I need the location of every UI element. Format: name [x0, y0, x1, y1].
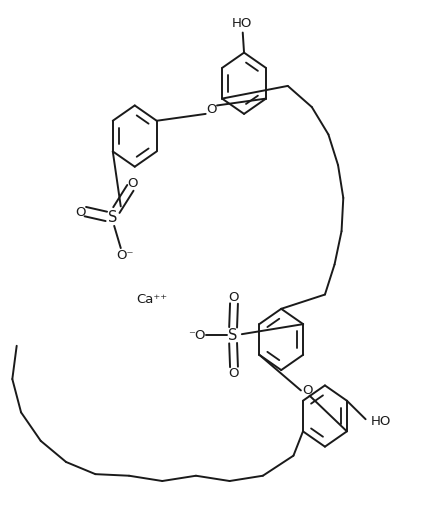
Text: O: O [75, 206, 85, 219]
Text: O: O [127, 177, 138, 190]
Text: ⁻O: ⁻O [188, 329, 205, 342]
Text: O: O [229, 290, 239, 304]
Text: O: O [229, 367, 239, 380]
Text: HO: HO [232, 17, 252, 30]
Text: O⁻: O⁻ [116, 250, 134, 262]
Text: O: O [206, 103, 216, 116]
Text: Ca⁺⁺: Ca⁺⁺ [137, 293, 168, 306]
Text: S: S [228, 328, 238, 342]
Text: S: S [108, 210, 117, 226]
Text: O: O [302, 384, 313, 397]
Text: HO: HO [371, 415, 391, 428]
